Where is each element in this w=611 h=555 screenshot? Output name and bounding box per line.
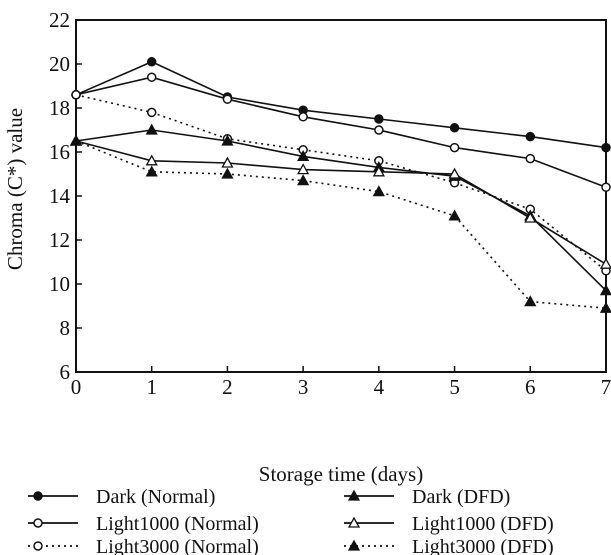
x-tick-label: 0 <box>71 375 82 399</box>
data-point <box>298 112 308 122</box>
x-tick-label: 5 <box>449 375 460 399</box>
data-point <box>221 167 234 179</box>
series-layer <box>69 57 611 313</box>
data-point <box>525 153 536 164</box>
data-point <box>374 125 384 135</box>
legend-entry: Light3000 (DFD) <box>344 536 554 555</box>
data-point <box>524 211 537 223</box>
y-axis-label: Chroma (C*) value <box>3 108 27 270</box>
series-line <box>75 140 607 265</box>
legend-marker <box>33 541 43 551</box>
plot-area <box>75 19 607 373</box>
legend-label: Dark (DFD) <box>412 486 510 508</box>
data-point <box>449 123 460 133</box>
data-point <box>221 134 234 146</box>
series-line <box>75 94 607 272</box>
plot-frame <box>75 19 607 373</box>
data-point <box>372 185 385 197</box>
x-tick-label: 7 <box>601 375 611 399</box>
data-point <box>599 284 611 296</box>
data-point <box>297 174 310 186</box>
legend-label: Light3000 (DFD) <box>412 536 554 555</box>
data-point <box>222 94 233 104</box>
data-point <box>146 57 157 67</box>
data-point <box>599 257 611 269</box>
data-point <box>71 90 81 100</box>
data-point <box>221 156 234 168</box>
data-point <box>69 134 83 146</box>
y-tick-label: 8 <box>60 316 71 340</box>
legend-label: Dark (Normal) <box>96 486 215 508</box>
legend-marker <box>347 489 361 501</box>
legend-label: Light1000 (Normal) <box>96 513 259 535</box>
series-3 <box>71 90 611 276</box>
data-point <box>449 142 460 153</box>
data-point <box>448 167 461 179</box>
series-line <box>75 140 607 309</box>
y-tick-label: 18 <box>49 96 70 120</box>
legend-marker <box>33 518 43 528</box>
series-6 <box>69 134 611 313</box>
x-tick-label: 3 <box>298 375 309 399</box>
y-tick-label: 20 <box>49 52 70 76</box>
data-point <box>146 107 157 118</box>
legend-marker <box>347 516 361 528</box>
data-point <box>599 301 611 313</box>
legend-label: Light3000 (Normal) <box>96 536 259 555</box>
y-tick-label: 10 <box>49 272 70 296</box>
y-tick-label: 6 <box>60 360 71 384</box>
legend-entry: Dark (Normal) <box>28 486 215 508</box>
legend-entry: Dark (DFD) <box>344 486 510 508</box>
data-point <box>448 209 461 221</box>
data-point <box>525 131 536 142</box>
series-line <box>75 60 607 149</box>
series-1 <box>71 57 611 153</box>
legend-marker <box>33 491 43 501</box>
data-point <box>601 182 611 192</box>
data-point <box>145 165 158 177</box>
legend: Dark (Normal)Light1000 (Normal)Light3000… <box>28 486 554 555</box>
x-axis-label: Storage time (days) <box>259 462 423 486</box>
data-point <box>374 114 384 124</box>
data-point <box>145 154 158 166</box>
data-point <box>372 165 385 177</box>
data-point <box>297 163 310 175</box>
legend-entry: Light1000 (DFD) <box>344 513 554 535</box>
data-point <box>145 123 158 135</box>
legend-label: Light1000 (DFD) <box>412 513 554 535</box>
data-point <box>524 295 537 307</box>
data-point <box>297 150 310 162</box>
legend-marker <box>347 539 361 551</box>
y-tick-label: 22 <box>49 8 70 32</box>
x-tick-label: 4 <box>374 375 385 399</box>
x-tick-label: 2 <box>222 375 233 399</box>
y-tick-label: 14 <box>49 184 71 208</box>
x-tick-label: 6 <box>525 375 536 399</box>
series-line <box>75 129 607 292</box>
y-tick-label: 16 <box>49 140 70 164</box>
legend-entry: Light3000 (Normal) <box>28 536 259 555</box>
x-tick-label: 1 <box>146 375 157 399</box>
legend-entry: Light1000 (Normal) <box>28 513 259 535</box>
data-point <box>601 142 611 153</box>
series-line <box>75 76 607 188</box>
y-tick-label: 12 <box>49 228 70 252</box>
data-point <box>146 72 157 82</box>
